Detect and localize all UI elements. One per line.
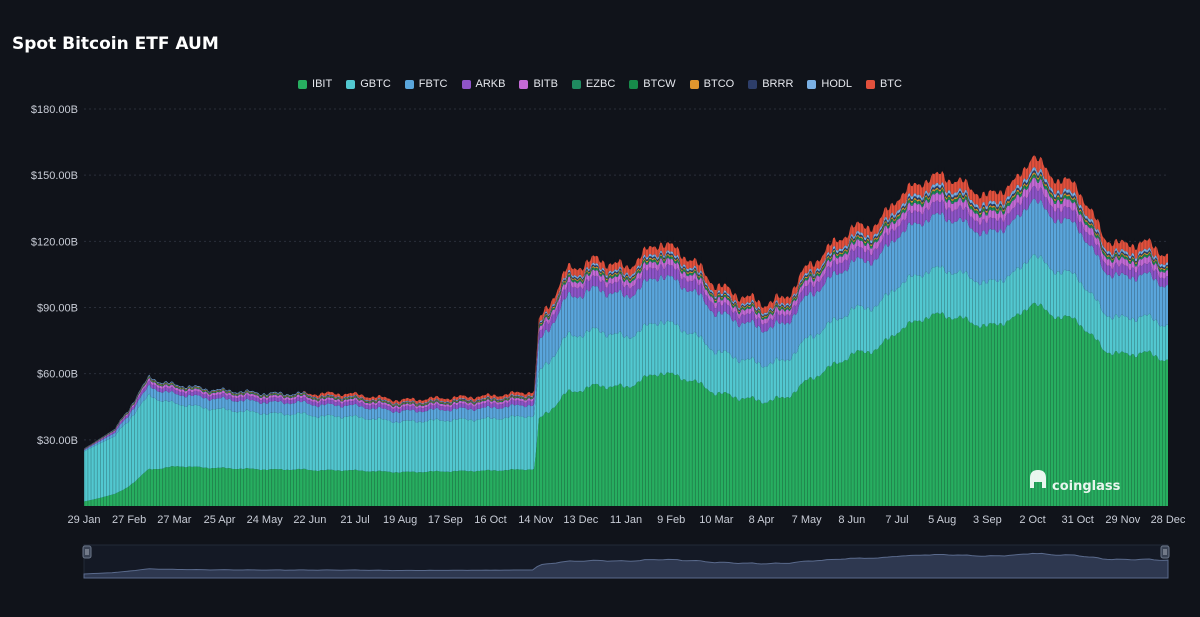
x-tick-label: 27 Feb	[112, 514, 146, 526]
legend-label: BRRR	[762, 78, 794, 90]
series-area-ibit[interactable]	[84, 302, 1168, 506]
coinglass-logo-icon	[1030, 470, 1046, 488]
y-axis: $30.00B $60.00B $90.00B $120.00B $150.00B $18…	[31, 104, 78, 447]
series-area-bitb[interactable]	[84, 177, 1168, 450]
x-tick-label: 29 Jan	[67, 514, 100, 526]
x-tick-label: 8 Apr	[749, 514, 775, 526]
series-area-gbtc[interactable]	[84, 254, 1168, 502]
legend-swatch	[571, 79, 581, 89]
x-tick-label: 7 May	[792, 514, 822, 526]
legend-item-brrr[interactable]: BRRR	[748, 78, 793, 90]
legend-label: ARKB	[475, 78, 506, 90]
legend-item-btcw[interactable]: BTCW	[629, 78, 676, 90]
watermark-text: coinglass	[1052, 479, 1121, 494]
x-tick-label: 22 Jun	[293, 514, 326, 526]
legend-label: GBTC	[360, 78, 391, 90]
y-tick-label: $120.00B	[31, 236, 78, 248]
legend-swatch	[404, 79, 414, 89]
x-tick-label: 21 Jul	[340, 514, 369, 526]
legend-swatch	[629, 79, 639, 89]
x-tick-label: 13 Dec	[563, 514, 598, 526]
navigator-right-handle[interactable]	[1160, 545, 1170, 559]
legend-label: BTC	[879, 78, 902, 90]
x-tick-label: 9 Feb	[657, 514, 685, 526]
x-tick-label: 5 Aug	[928, 514, 956, 526]
x-tick-label: 16 Oct	[474, 514, 506, 526]
series-area-arkb[interactable]	[84, 185, 1168, 451]
series-area-fbtc[interactable]	[84, 198, 1168, 452]
series-area-btc[interactable]	[84, 155, 1168, 449]
legend-item-ibit[interactable]: IBIT	[298, 78, 332, 90]
legend-label: BTCO	[703, 78, 735, 90]
y-tick-label: $180.00B	[31, 104, 78, 116]
x-tick-label: 10 Mar	[699, 514, 734, 526]
x-tick-label: 3 Sep	[973, 514, 1002, 526]
y-tick-label: $30.00B	[37, 435, 78, 447]
legend-label: HODL	[821, 78, 852, 90]
legend-item-arkb[interactable]: ARKB	[461, 78, 506, 90]
y-tick-label: $90.00B	[37, 303, 78, 315]
legend-item-btco[interactable]: BTCO	[689, 78, 735, 90]
bar-separators	[84, 148, 1170, 506]
x-tick-label: 19 Aug	[383, 514, 417, 526]
x-tick-label: 28 Dec	[1151, 514, 1186, 526]
legend-swatch	[298, 79, 308, 89]
navigator-left-handle[interactable]	[82, 545, 92, 559]
x-tick-label: 14 Nov	[518, 514, 553, 526]
legend-swatch	[807, 79, 817, 89]
x-tick-label: 25 Apr	[204, 514, 236, 526]
x-tick-label: 11 Jan	[610, 514, 642, 526]
legend-swatch	[461, 79, 471, 89]
legend-swatch	[748, 79, 758, 89]
range-navigator[interactable]	[82, 544, 1170, 579]
legend-item-ezbc[interactable]: EZBC	[571, 78, 616, 90]
chart-legend: IBIT GBTC FBTC ARKB BITB EZBC BTCW BTCO BRRR HODL…	[0, 78, 1200, 90]
x-tick-label: 8 Jun	[838, 514, 865, 526]
x-tick-label: 27 Mar	[157, 514, 192, 526]
legend-item-btc[interactable]: BTC	[865, 78, 902, 90]
navigator-series	[83, 552, 1169, 579]
legend-label: BITB	[533, 78, 558, 90]
legend-item-bitb[interactable]: BITB	[519, 78, 558, 90]
chart-title: Spot Bitcoin ETF AUM	[12, 34, 219, 54]
x-tick-label: 2 Oct	[1019, 514, 1045, 526]
stacked-area-series	[84, 148, 1170, 506]
y-tick-label: $150.00B	[31, 170, 78, 182]
legend-swatch	[346, 79, 356, 89]
legend-label: IBIT	[312, 78, 333, 90]
x-tick-label: 29 Nov	[1105, 514, 1140, 526]
legend-item-hodl[interactable]: HODL	[807, 78, 852, 90]
x-axis: 29 Jan 27 Feb 27 Mar 25 Apr 24 May 22 Jun 21 J…	[67, 514, 1185, 526]
legend-item-fbtc[interactable]: FBTC	[404, 78, 448, 90]
x-tick-label: 7 Jul	[885, 514, 908, 526]
x-tick-label: 24 May	[247, 514, 284, 526]
legend-label: BTCW	[643, 78, 676, 90]
legend-swatch	[865, 79, 875, 89]
x-tick-label: 17 Sep	[428, 514, 463, 526]
y-tick-label: $60.00B	[37, 369, 78, 381]
legend-label: EZBC	[585, 78, 616, 90]
legend-item-gbtc[interactable]: GBTC	[346, 78, 391, 90]
legend-swatch	[689, 79, 699, 89]
legend-label: FBTC	[418, 78, 448, 90]
watermark: coinglass	[1030, 470, 1121, 494]
legend-swatch	[519, 79, 529, 89]
x-tick-label: 31 Oct	[1061, 514, 1093, 526]
